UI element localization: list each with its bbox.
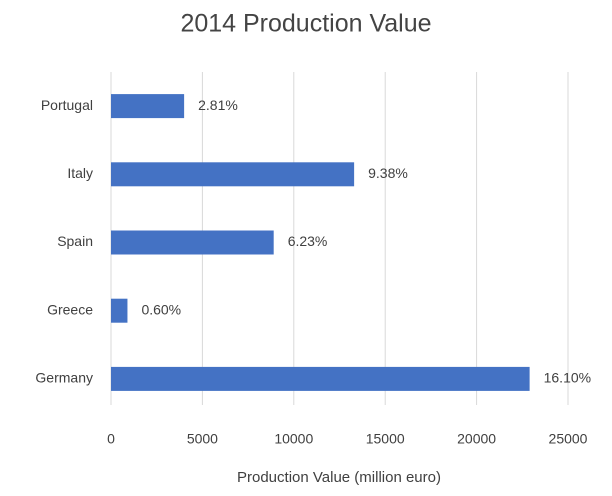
share-label: 6.23% <box>288 233 328 249</box>
chart-title: 2014 Production Value <box>180 10 431 38</box>
y-tick-label: Spain <box>57 233 93 249</box>
share-label: 2.81% <box>198 97 238 113</box>
share-label: 9.38% <box>368 165 408 181</box>
y-tick-label: Greece <box>47 301 93 317</box>
share-label: 0.60% <box>141 301 181 317</box>
bar <box>111 230 274 255</box>
x-tick-label: 0 <box>107 431 115 447</box>
bar <box>111 298 128 323</box>
bar <box>111 94 185 119</box>
y-tick-label: Portugal <box>41 97 93 113</box>
x-tick-label: 15000 <box>366 431 405 447</box>
bar <box>111 366 530 391</box>
y-tick-label: Germany <box>35 370 93 386</box>
share-label: 16.10% <box>544 370 591 386</box>
x-tick-label: 20000 <box>457 431 496 447</box>
y-tick-label: Italy <box>67 165 93 181</box>
x-tick-label: 25000 <box>549 431 588 447</box>
bar <box>111 162 355 187</box>
x-tick-label: 5000 <box>187 431 218 447</box>
x-tick-label: 10000 <box>274 431 313 447</box>
x-axis-title: Production Value (million euro) <box>237 469 441 486</box>
